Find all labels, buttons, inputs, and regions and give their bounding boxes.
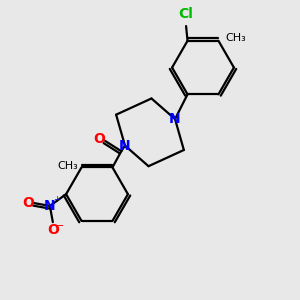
Text: Cl: Cl — [178, 7, 194, 21]
Text: O: O — [22, 196, 34, 210]
Text: CH₃: CH₃ — [57, 161, 78, 171]
Text: −: − — [55, 221, 64, 231]
Text: N: N — [119, 139, 131, 153]
Text: +: + — [53, 195, 60, 204]
Text: O: O — [93, 131, 105, 146]
Text: N: N — [169, 112, 181, 126]
Text: CH₃: CH₃ — [226, 33, 247, 43]
Text: O: O — [47, 223, 59, 236]
Text: N: N — [44, 199, 56, 213]
